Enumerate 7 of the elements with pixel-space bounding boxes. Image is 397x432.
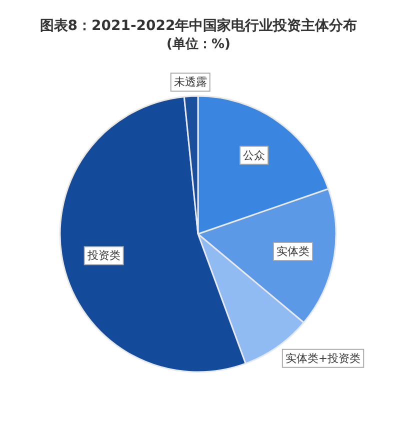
slice-label: 公众 — [243, 148, 266, 162]
chart-title: 图表8：2021-2022年中国家电行业投资主体分布 — [40, 17, 358, 34]
slice-label: 实体类+投资类 — [285, 352, 361, 365]
chart-subtitle: (单位：%) — [166, 36, 230, 52]
slice-label: 投资类 — [86, 249, 120, 262]
slice-label: 未透露 — [174, 76, 207, 89]
slice-label: 实体类 — [276, 245, 310, 258]
